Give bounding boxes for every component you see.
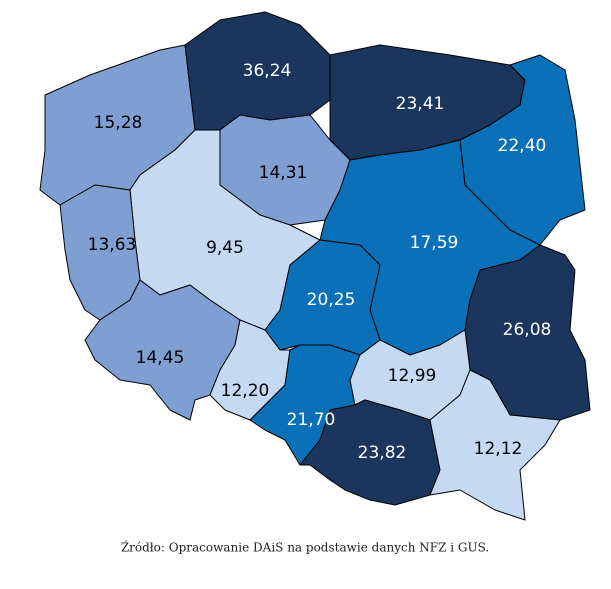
- value-label: 14,31: [259, 163, 308, 183]
- value-label: 9,45: [206, 238, 244, 258]
- value-label: 12,12: [474, 439, 523, 459]
- value-label: 21,70: [287, 410, 336, 430]
- value-label: 15,28: [94, 113, 143, 133]
- value-label: 12,99: [388, 366, 437, 386]
- value-label: 14,45: [136, 348, 185, 368]
- value-label: 26,08: [503, 320, 552, 340]
- source-note: Źródło: Opracowanie DAiS na podstawie da…: [121, 540, 489, 555]
- value-label: 12,20: [221, 381, 270, 401]
- value-label: 22,40: [498, 136, 547, 156]
- value-label: 20,25: [307, 290, 356, 310]
- labels: 15,28 36,24 23,41 22,40 14,31 9,45 13,63 14,45 1…: [88, 61, 552, 463]
- value-label: 36,24: [243, 61, 292, 81]
- region: [429, 369, 561, 521]
- value-label: 23,82: [358, 443, 407, 463]
- value-label: 23,41: [396, 94, 445, 114]
- value-label: 13,63: [88, 235, 137, 255]
- value-label: 17,59: [410, 233, 459, 253]
- region: [299, 399, 441, 506]
- regions: [39, 11, 591, 521]
